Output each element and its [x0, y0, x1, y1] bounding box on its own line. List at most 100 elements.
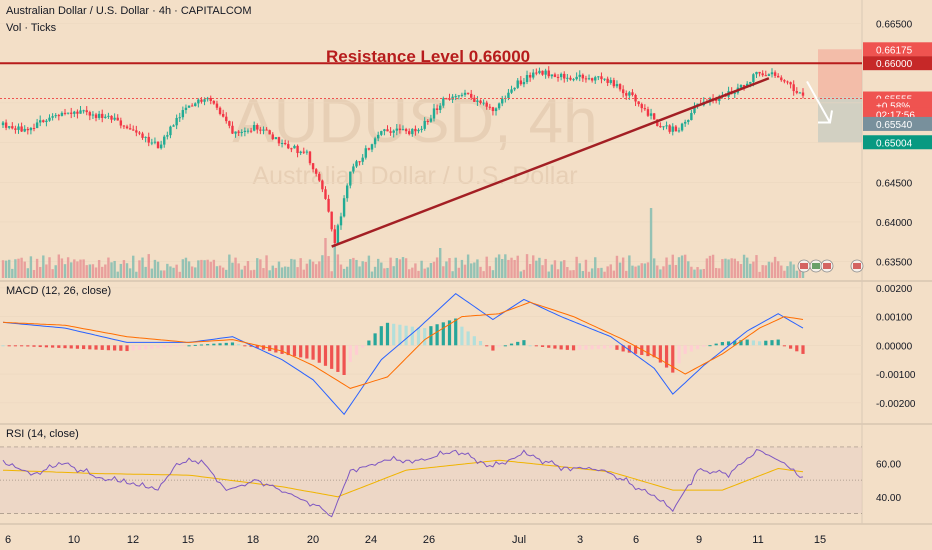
macd-histogram-bar: [540, 345, 545, 347]
volume-bar: [4, 260, 8, 278]
volume-bar: [677, 257, 681, 278]
candle-body: [138, 132, 141, 134]
candle-body: [733, 92, 736, 94]
volume-bar: [525, 254, 529, 278]
candle-body: [296, 145, 299, 154]
candle-body: [17, 126, 20, 130]
time-axis-label: 12: [127, 534, 139, 546]
candle-body: [668, 125, 671, 132]
macd-histogram-bar: [57, 345, 61, 348]
volume-bar: [532, 255, 535, 278]
candle-body: [190, 105, 194, 107]
candle-body: [259, 129, 262, 131]
candle-body: [640, 104, 643, 109]
volume-bar: [163, 270, 166, 278]
volume-bar: [39, 266, 42, 278]
volume-bar: [355, 259, 358, 278]
macd-histogram-bar: [404, 325, 408, 346]
macd-histogram-bar: [658, 345, 662, 363]
candle-body: [184, 107, 188, 111]
volume-bar: [603, 271, 606, 278]
volume-bar: [327, 256, 330, 278]
volume-bar: [637, 265, 640, 278]
volume-bar: [290, 258, 293, 278]
price-tick-label: 0.66500: [876, 19, 913, 30]
volume-bar: [141, 257, 144, 278]
macd-histogram-bar: [708, 345, 712, 347]
candle-body: [581, 74, 585, 79]
macd-histogram-bar: [398, 324, 402, 346]
candle-body: [373, 138, 377, 145]
volume-bar: [618, 262, 622, 278]
candle-body: [535, 72, 538, 74]
candle-body: [153, 141, 157, 143]
volume-bar: [730, 258, 733, 278]
candle-body: [23, 128, 26, 132]
volume-bar: [389, 257, 392, 278]
candle-body: [432, 108, 436, 119]
macd-histogram-bar: [181, 345, 185, 347]
macd-histogram-bar: [423, 328, 427, 346]
candle-body: [606, 78, 609, 83]
volume-bar: [494, 257, 498, 278]
candle-body: [420, 128, 423, 130]
price_label_countdown: 02:17:56: [876, 110, 915, 121]
macd-histogram-bar: [627, 345, 631, 353]
volume-bar: [606, 266, 609, 278]
volume-bar: [228, 254, 231, 278]
volume-bar: [197, 260, 200, 278]
candle-body: [358, 161, 361, 163]
candle-body: [792, 84, 795, 92]
volume-bar: [659, 269, 662, 278]
volume-bar: [761, 265, 764, 278]
candle-body: [569, 77, 572, 80]
volume-bar: [556, 269, 560, 278]
volume-bar: [687, 261, 690, 278]
volume-bar: [690, 266, 693, 278]
candle-body: [615, 84, 619, 87]
candle-body: [587, 78, 591, 80]
candle-body: [572, 79, 575, 81]
macd-histogram-bar: [590, 345, 594, 350]
candle-body: [519, 80, 523, 85]
volume-bar: [132, 255, 135, 278]
volume-bar: [612, 270, 616, 278]
rsi-legend: RSI (14, close): [6, 428, 79, 440]
target-zone-upper: [818, 49, 862, 98]
volume-bar: [184, 257, 188, 278]
candle-body: [501, 98, 504, 104]
volume-bar: [631, 265, 634, 278]
macd-histogram-bar: [323, 345, 328, 366]
macd-histogram-bar: [348, 345, 352, 363]
volume-bar: [590, 268, 594, 278]
macd-histogram-bar: [646, 345, 650, 357]
macd-histogram-bar: [751, 340, 755, 346]
volume-bar: [63, 264, 67, 278]
volume-bar: [150, 268, 154, 278]
macd-histogram-bar: [714, 343, 718, 346]
volume-bar: [563, 260, 566, 278]
volume-bar: [256, 258, 259, 278]
candle-body: [287, 144, 290, 149]
volume-bar: [519, 271, 523, 278]
target-zone-lower: [818, 97, 862, 143]
symbol-title[interactable]: Australian Dollar / U.S. Dollar · 4h · C…: [6, 5, 252, 17]
macd-histogram-bar: [466, 331, 470, 346]
volume-bar: [73, 259, 76, 278]
candle-body: [687, 120, 690, 122]
macd-histogram-bar: [553, 345, 557, 349]
candle-body: [290, 148, 293, 150]
volume-bar: [60, 258, 64, 278]
volume-bar: [789, 261, 792, 278]
candle-body: [491, 107, 495, 112]
macd-histogram-bar: [683, 345, 687, 354]
candle-body: [280, 143, 284, 145]
macd-histogram-bar: [516, 341, 520, 346]
volume-bar: [395, 258, 398, 278]
macd-histogram-bar: [131, 345, 135, 351]
candle-body: [249, 130, 253, 132]
time-axis-label: 15: [814, 534, 826, 546]
candle-body: [147, 136, 150, 143]
